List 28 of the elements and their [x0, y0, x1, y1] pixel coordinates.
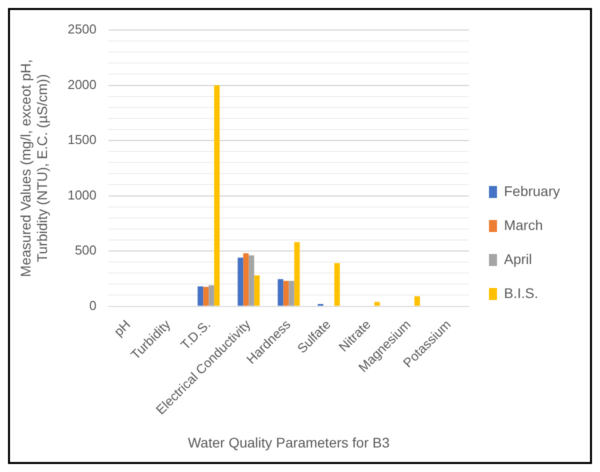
bar: [374, 302, 380, 306]
legend-label: March: [504, 216, 543, 233]
bar: [198, 286, 204, 306]
bar: [414, 296, 420, 306]
y-tick-label: 500: [74, 242, 97, 258]
x-tick-label: pH: [110, 316, 134, 340]
legend-label: February: [504, 182, 560, 199]
bar: [238, 258, 244, 306]
bar: [248, 255, 254, 306]
x-axis-title: Water Quality Parameters for B3: [188, 434, 390, 450]
y-tick-label: 2000: [68, 76, 97, 92]
bar: [288, 280, 294, 306]
bar: [214, 85, 220, 306]
y-axis-title: Measured Values (mg/l, exceot pH, Turbidity (NTU), E.C. (µS/cm)): [17, 59, 50, 277]
bar: [243, 253, 249, 306]
bar: [254, 275, 260, 306]
bar: [203, 286, 209, 306]
bar: [294, 242, 300, 306]
legend-label: April: [504, 250, 532, 267]
y-tick-label: 2500: [68, 22, 97, 37]
bar: [283, 280, 289, 306]
bar: [334, 263, 340, 306]
bar: [278, 279, 284, 306]
bar: [208, 285, 214, 306]
y-tick-label: 0: [89, 298, 97, 313]
y-tick-label: 1000: [68, 187, 97, 202]
legend-label: B.I.S.: [504, 284, 538, 301]
y-tick-label: 1500: [68, 132, 97, 148]
